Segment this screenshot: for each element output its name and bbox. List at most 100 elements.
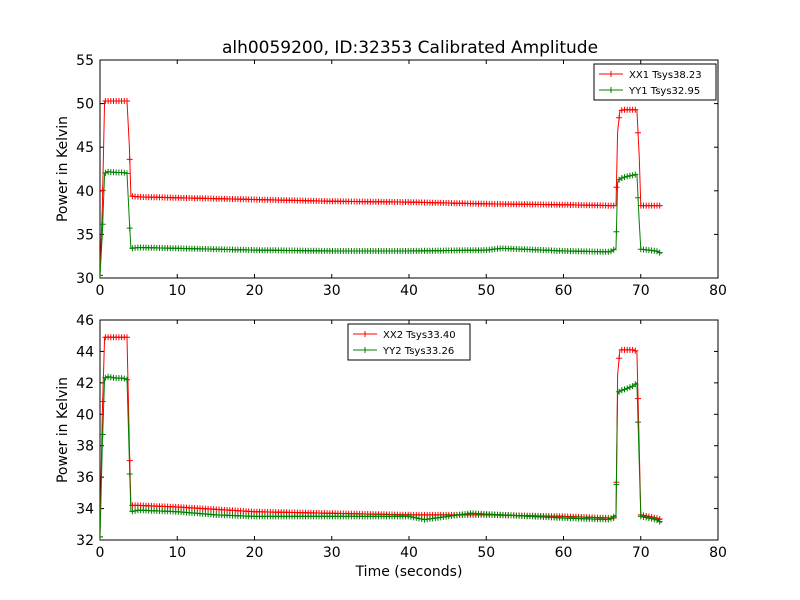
top-x-tick-label: 60 xyxy=(555,283,573,299)
top-y-tick-label: 55 xyxy=(76,53,94,69)
top-series-1-marker xyxy=(610,246,617,253)
bottom-legend-label-1: YY2 Tsys33.26 xyxy=(382,346,454,357)
top-legend-label-1: YY1 Tsys32.95 xyxy=(628,86,700,97)
top-x-tick-label: 70 xyxy=(632,283,650,299)
top-series-1-marker xyxy=(632,171,639,178)
bottom-series-1-marker xyxy=(613,481,620,488)
bottom-series-1-marker xyxy=(407,513,414,520)
top-series-1-marker xyxy=(121,169,128,176)
top-series-0-marker xyxy=(124,98,130,104)
top-series-0-marker xyxy=(632,106,639,113)
top-legend-label-0: XX1 Tsys38.23 xyxy=(629,70,702,81)
bottom-series-0-marker xyxy=(629,346,636,353)
top-y-tick-label: 40 xyxy=(76,184,94,200)
bottom-legend-marker-1 xyxy=(362,347,368,353)
top-series-1-marker xyxy=(100,272,103,278)
bottom-series-1-marker xyxy=(124,376,130,383)
top-series-1-marker xyxy=(605,248,612,255)
top-series-1-marker xyxy=(124,170,130,177)
bottom-series-1-marker xyxy=(102,374,109,381)
top-series-0-markers xyxy=(100,98,663,278)
top-series-1-marker xyxy=(613,228,620,235)
top-x-tick-label: 40 xyxy=(400,283,418,299)
bottom-series-0-marker xyxy=(616,355,623,362)
bottom-series-1-marker xyxy=(418,516,425,522)
bottom-series-1-marker xyxy=(126,471,133,477)
bottom-series-1-marker xyxy=(618,387,625,394)
bottom-x-tick-label: 70 xyxy=(632,545,650,561)
top-x-tick-label: 80 xyxy=(709,283,727,299)
bottom-series-1-marker xyxy=(107,374,114,381)
bottom-series-0-marker xyxy=(100,398,106,405)
top-series-1-markers xyxy=(100,168,663,278)
bottom-legend-box xyxy=(347,323,471,361)
bottom-x-tick-label: 0 xyxy=(96,545,105,561)
top-y-tick-label: 30 xyxy=(76,271,94,287)
bottom-y-tick-label: 40 xyxy=(76,407,94,423)
top-series-1-marker xyxy=(654,248,660,255)
bottom-series-0-marker xyxy=(124,334,130,341)
bottom-series-1-marker xyxy=(632,381,639,388)
bottom-x-tick-label: 60 xyxy=(555,545,573,561)
bottom-panel: 0 10 20 30 40 50 60 70 80 32 34 36 38 40 42 44 46 Power i… xyxy=(55,313,727,580)
bottom-series-1-marker xyxy=(610,513,617,520)
bottom-series-1-marker xyxy=(132,507,139,514)
bottom-series-1-marker xyxy=(121,375,128,382)
top-y-tick-label: 45 xyxy=(76,140,94,156)
bottom-series-1-marker xyxy=(100,533,103,540)
bottom-series-1-marker xyxy=(100,431,106,438)
top-series-0-marker xyxy=(100,187,106,194)
bottom-series-1-marker xyxy=(651,516,658,523)
bottom-series-group xyxy=(100,334,663,540)
bottom-series-1-marker xyxy=(648,515,655,522)
top-panel: 0 10 20 30 40 50 60 70 80 30 35 40 45 50 55 Power in Ke… xyxy=(55,53,727,299)
top-series-1-marker xyxy=(126,225,133,232)
top-series-1-marker xyxy=(629,172,636,179)
bottom-x-tick-label: 30 xyxy=(323,545,341,561)
bottom-y-tick-label: 46 xyxy=(76,313,94,329)
bottom-series-0-marker xyxy=(632,347,639,354)
top-series-1-marker xyxy=(635,194,641,201)
bottom-y-tick-label: 42 xyxy=(76,376,94,392)
top-series-0-marker xyxy=(613,184,620,191)
bottom-series-1-markers xyxy=(100,373,663,540)
top-series-1-marker xyxy=(100,221,106,228)
bottom-series-0-marker xyxy=(635,395,641,402)
bottom-x-tick-label: 20 xyxy=(246,545,264,561)
bottom-series-1-marker xyxy=(605,516,612,523)
bottom-legend-marker-0 xyxy=(362,331,368,337)
bottom-x-tick-label: 80 xyxy=(709,545,727,561)
bottom-y-tick-label: 44 xyxy=(76,344,94,360)
bottom-y-tick-label: 36 xyxy=(76,470,94,486)
chart-title: alh0059200, ID:32353 Calibrated Amplitud… xyxy=(222,38,598,58)
top-y-axis-label: Power in Kelvin xyxy=(55,116,71,222)
bottom-series-1-marker xyxy=(413,514,420,521)
top-x-tick-label: 30 xyxy=(323,283,341,299)
top-series-1-marker xyxy=(621,174,628,181)
top-series-1-marker xyxy=(656,249,663,256)
bottom-series-1-marker xyxy=(637,513,644,520)
bottom-x-tick-label: 50 xyxy=(477,545,495,561)
top-series-1-marker xyxy=(624,173,631,180)
bottom-legend-label-0: XX2 Tsys33.40 xyxy=(383,330,456,341)
top-series-1-marker xyxy=(618,175,625,181)
bottom-y-tick-label: 38 xyxy=(76,439,94,455)
bottom-x-tick-label: 40 xyxy=(400,545,418,561)
bottom-series-1-marker xyxy=(626,384,633,391)
top-y-tick-label: 50 xyxy=(76,97,94,113)
top-x-tick-label: 50 xyxy=(477,283,495,299)
top-series-group xyxy=(100,98,663,278)
bottom-series-1-marker xyxy=(656,518,663,525)
bottom-x-axis-label: Time (seconds) xyxy=(355,564,463,580)
top-x-tick-label: 10 xyxy=(168,283,186,299)
bottom-series-1-marker xyxy=(624,385,631,392)
top-series-0-marker xyxy=(610,202,617,209)
bottom-series-1-marker xyxy=(621,386,628,393)
top-legend-box xyxy=(593,63,717,101)
top-y-tick-label: 35 xyxy=(76,227,94,243)
top-legend-marker-0 xyxy=(608,71,614,77)
top-series-1-marker xyxy=(102,169,109,176)
top-series-0-marker xyxy=(616,114,623,121)
top-x-tick-label: 20 xyxy=(246,283,264,299)
